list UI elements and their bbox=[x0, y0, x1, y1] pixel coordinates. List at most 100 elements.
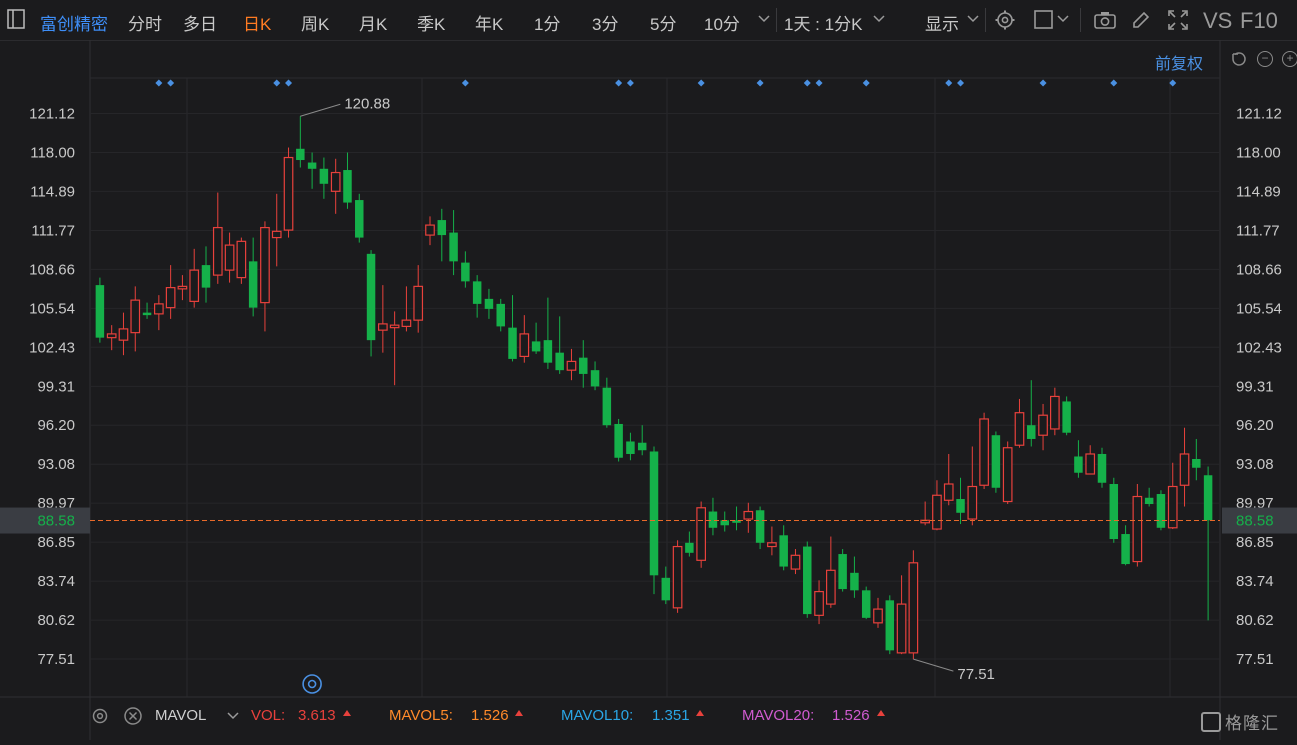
candle-body bbox=[389, 324, 400, 329]
event-marker-icon bbox=[803, 79, 811, 87]
chevron-down-icon[interactable] bbox=[1056, 12, 1070, 26]
f10-button[interactable]: F10 bbox=[1240, 8, 1278, 33]
candle-body bbox=[1002, 447, 1013, 503]
chevron-down-icon[interactable] bbox=[757, 12, 771, 26]
candle-body bbox=[555, 352, 564, 371]
candle-body bbox=[271, 230, 282, 239]
candle-body bbox=[1027, 425, 1036, 439]
vol-label: VOL: bbox=[251, 707, 286, 724]
candle-body bbox=[106, 333, 117, 339]
event-marker-icon bbox=[285, 79, 293, 87]
candle-body bbox=[260, 226, 270, 304]
event-marker-icon bbox=[167, 79, 175, 87]
candle-body bbox=[672, 545, 683, 609]
pencil-icon[interactable] bbox=[1130, 9, 1152, 31]
candle-body bbox=[1097, 453, 1107, 483]
chevron-down-icon[interactable] bbox=[226, 709, 240, 723]
chevron-down-icon[interactable] bbox=[872, 12, 886, 26]
event-marker-icon bbox=[697, 79, 705, 87]
event-marker-icon bbox=[862, 79, 870, 87]
up-arrow-icon bbox=[877, 710, 885, 716]
candle-body bbox=[790, 554, 801, 570]
event-marker-icon bbox=[155, 79, 163, 87]
undo-icon[interactable] bbox=[1228, 50, 1246, 68]
candle-body bbox=[296, 148, 305, 161]
candle-body bbox=[401, 319, 412, 327]
tab-monthly-k[interactable]: 月K bbox=[359, 15, 388, 34]
y-tick-label-left: 77.51 bbox=[37, 651, 75, 668]
vs-button[interactable]: VS bbox=[1203, 8, 1233, 33]
camera-icon[interactable] bbox=[1093, 9, 1116, 31]
zoom-in-icon[interactable]: + bbox=[1282, 51, 1297, 67]
candle-body bbox=[177, 285, 188, 290]
tab-fenshi[interactable]: 分时 bbox=[128, 15, 162, 34]
candle-body bbox=[377, 323, 388, 331]
tab-10min[interactable]: 10分 bbox=[704, 15, 740, 34]
y-tick-label-left: 96.20 bbox=[37, 417, 75, 434]
mavol5-label: MAVOL5: bbox=[389, 707, 453, 724]
tab-yearly-k[interactable]: 年K bbox=[475, 15, 504, 34]
watermark-logo: 格隆汇 bbox=[1201, 709, 1279, 734]
indicator-settings-icon[interactable] bbox=[90, 706, 110, 726]
display-button[interactable]: 显示 bbox=[925, 15, 959, 34]
candle-body bbox=[449, 232, 458, 262]
y-tick-label-left: 108.66 bbox=[29, 261, 75, 278]
candle-body bbox=[908, 562, 919, 654]
checkbox-square-icon[interactable] bbox=[1033, 9, 1055, 31]
news-marker-icon bbox=[302, 674, 322, 694]
settings-gear-icon[interactable] bbox=[994, 9, 1016, 31]
chevron-down-icon[interactable] bbox=[966, 12, 980, 26]
event-marker-icon bbox=[1039, 79, 1047, 87]
close-icon[interactable] bbox=[123, 706, 143, 726]
tab-daily-k[interactable]: 日K bbox=[243, 15, 272, 34]
tab-3min[interactable]: 3分 bbox=[592, 15, 619, 34]
candle-body bbox=[201, 265, 211, 288]
candle-body bbox=[330, 171, 341, 192]
candle-body bbox=[1014, 412, 1025, 446]
tab-quarterly-k[interactable]: 季K bbox=[417, 15, 446, 34]
tab-1min[interactable]: 1分 bbox=[534, 15, 561, 34]
stock-name[interactable]: 富创精密 bbox=[40, 15, 108, 34]
news-marker-inner-icon bbox=[307, 679, 317, 689]
candle-body bbox=[590, 370, 600, 387]
toolbar-divider bbox=[1080, 8, 1081, 32]
candle-body bbox=[967, 485, 978, 520]
up-arrow-icon bbox=[696, 710, 704, 716]
mavol20-value: 1.526 bbox=[832, 707, 870, 724]
candle-body bbox=[979, 418, 989, 486]
interval-select[interactable]: 1天 : 1分K bbox=[784, 15, 863, 34]
candle-body bbox=[413, 285, 424, 321]
candle-body bbox=[767, 542, 777, 548]
sidebar-toggle-icon[interactable] bbox=[7, 9, 25, 29]
candle-body bbox=[602, 387, 612, 426]
candle-body bbox=[543, 340, 553, 363]
tab-duori[interactable]: 多日 bbox=[183, 15, 217, 34]
tab-5min[interactable]: 5分 bbox=[650, 15, 677, 34]
candle-body bbox=[142, 312, 152, 316]
candle-body bbox=[425, 224, 435, 236]
adjust-mode-label[interactable]: 前复权 bbox=[1155, 56, 1204, 73]
fullscreen-icon[interactable] bbox=[1167, 9, 1189, 31]
y-tick-label-left: 111.77 bbox=[31, 222, 75, 239]
current-price-tag-left bbox=[0, 507, 90, 534]
candle-body bbox=[95, 285, 105, 338]
watermark-text: 格隆汇 bbox=[1225, 714, 1279, 733]
event-marker-icon bbox=[815, 79, 823, 87]
candle-body bbox=[366, 253, 376, 341]
tab-weekly-k[interactable]: 周K bbox=[301, 15, 330, 34]
candle-body bbox=[696, 507, 707, 561]
indicator-name[interactable]: MAVOL bbox=[155, 707, 207, 724]
zoom-out-icon[interactable]: − bbox=[1257, 51, 1273, 67]
candle-body bbox=[1192, 458, 1201, 468]
y-tick-label-right: 96.20 bbox=[1236, 417, 1274, 434]
y-tick-label-right: 80.62 bbox=[1236, 612, 1274, 629]
candle-body bbox=[248, 261, 258, 308]
mavol20-label: MAVOL20: bbox=[742, 707, 815, 724]
candle-body bbox=[1062, 401, 1071, 433]
candle-body bbox=[355, 200, 364, 238]
y-tick-label-left: 93.08 bbox=[37, 456, 75, 473]
candle-body bbox=[319, 168, 329, 184]
candle-body bbox=[236, 240, 247, 279]
